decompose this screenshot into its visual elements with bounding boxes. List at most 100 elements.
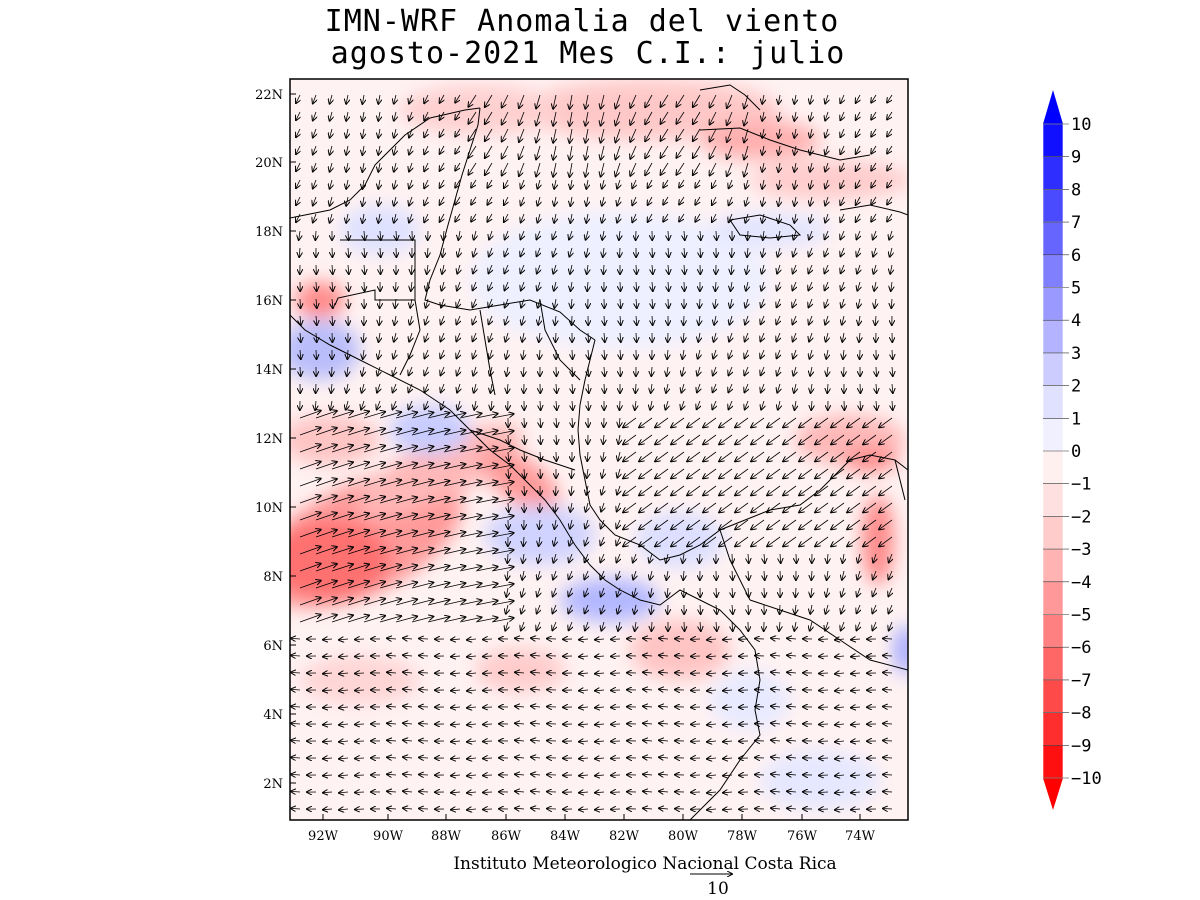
wind-vector xyxy=(348,247,349,257)
wind-vector xyxy=(601,94,604,109)
wind-vector xyxy=(355,707,365,708)
wind-vector xyxy=(586,485,588,495)
colorbar-label: 6 xyxy=(1071,246,1081,266)
wind-vector xyxy=(719,468,733,478)
wind-vector xyxy=(378,162,380,172)
wind-vector xyxy=(799,451,813,461)
wind-vector xyxy=(355,690,365,691)
wind-vector xyxy=(617,179,620,189)
wind-vector xyxy=(361,400,364,410)
wind-vector xyxy=(730,298,732,308)
wind-vector xyxy=(556,400,557,410)
wind-vector xyxy=(794,230,797,240)
wind-vector xyxy=(315,230,316,240)
wind-vector xyxy=(489,349,492,359)
wind-vector xyxy=(840,145,844,154)
colorbar-label: 8 xyxy=(1071,180,1081,200)
wind-vector xyxy=(554,196,556,206)
wind-vector xyxy=(395,446,417,453)
wind-vector xyxy=(536,94,541,108)
wind-vector xyxy=(473,315,477,324)
wind-vector xyxy=(457,349,461,358)
wind-vector xyxy=(419,741,429,742)
wind-vector xyxy=(483,673,493,674)
wind-vector xyxy=(364,281,365,291)
wind-vector xyxy=(296,162,300,171)
colorbar-label: −2 xyxy=(1071,507,1091,527)
wind-vector xyxy=(799,434,813,444)
wind-vector xyxy=(748,230,749,240)
wind-vector xyxy=(810,179,812,189)
wind-vector xyxy=(883,775,893,776)
wind-vector xyxy=(767,434,781,444)
wind-vector xyxy=(778,400,780,410)
wind-vector xyxy=(316,281,317,291)
wind-vector xyxy=(735,468,749,478)
wind-vector xyxy=(819,775,829,776)
wind-vector xyxy=(489,230,492,240)
wind-vector xyxy=(815,417,829,427)
wind-vector xyxy=(778,213,780,223)
colorbar-swatch xyxy=(1042,679,1064,713)
wind-vector xyxy=(440,213,444,222)
wind-vector xyxy=(603,247,604,257)
wind-vector xyxy=(876,366,877,376)
wind-vector xyxy=(871,94,876,103)
wind-vector xyxy=(887,196,892,205)
wind-vector xyxy=(443,413,465,419)
wind-vector xyxy=(538,213,541,223)
wind-vector xyxy=(859,315,861,325)
wind-vector xyxy=(332,366,333,376)
wind-vector xyxy=(809,247,812,256)
wind-vector xyxy=(473,264,476,273)
wind-vector xyxy=(419,707,429,708)
wind-vector xyxy=(570,111,573,126)
wind-vector xyxy=(441,315,444,324)
wind-vector xyxy=(636,264,637,274)
reference-vector-label: 10 xyxy=(707,879,729,899)
wind-vector xyxy=(876,383,877,393)
wind-vector xyxy=(379,429,401,436)
wind-vector xyxy=(693,94,701,107)
wind-vector xyxy=(519,111,525,125)
wind-vector xyxy=(698,349,700,359)
wind-vector xyxy=(700,247,701,257)
wind-vector xyxy=(857,230,861,239)
wind-vector xyxy=(491,414,514,419)
wind-vector xyxy=(458,230,460,240)
wind-vector xyxy=(825,247,829,256)
wind-vector xyxy=(377,383,380,393)
colorbar-swatch xyxy=(1042,712,1064,746)
wind-vector xyxy=(363,463,385,470)
wind-vector xyxy=(767,451,781,461)
wind-vector xyxy=(809,230,812,240)
wind-vector xyxy=(300,349,301,359)
wind-vector xyxy=(441,366,445,375)
wind-vector xyxy=(539,349,540,359)
wind-vector xyxy=(810,128,812,138)
wind-vector xyxy=(856,111,860,120)
wind-vector xyxy=(681,383,684,393)
wind-vector xyxy=(810,349,813,359)
wind-vector xyxy=(632,196,636,205)
lat-label: 20N xyxy=(255,156,283,171)
wind-vector xyxy=(639,468,653,478)
wind-vector xyxy=(762,196,764,206)
wind-vector xyxy=(648,213,652,222)
wind-vector xyxy=(331,479,353,487)
wind-vector xyxy=(710,145,717,159)
wind-vector xyxy=(396,230,397,240)
wind-vector xyxy=(703,485,717,495)
wind-vector xyxy=(475,448,498,453)
wind-vector xyxy=(825,162,828,172)
wind-vector xyxy=(505,315,508,325)
wind-vector xyxy=(840,196,844,205)
wind-vector xyxy=(556,383,557,393)
wind-vector xyxy=(521,196,524,205)
wind-vector xyxy=(745,349,749,358)
wind-vector xyxy=(841,264,844,273)
wind-vector xyxy=(331,411,353,419)
wind-vector xyxy=(299,411,321,419)
wind-vector xyxy=(682,349,684,359)
